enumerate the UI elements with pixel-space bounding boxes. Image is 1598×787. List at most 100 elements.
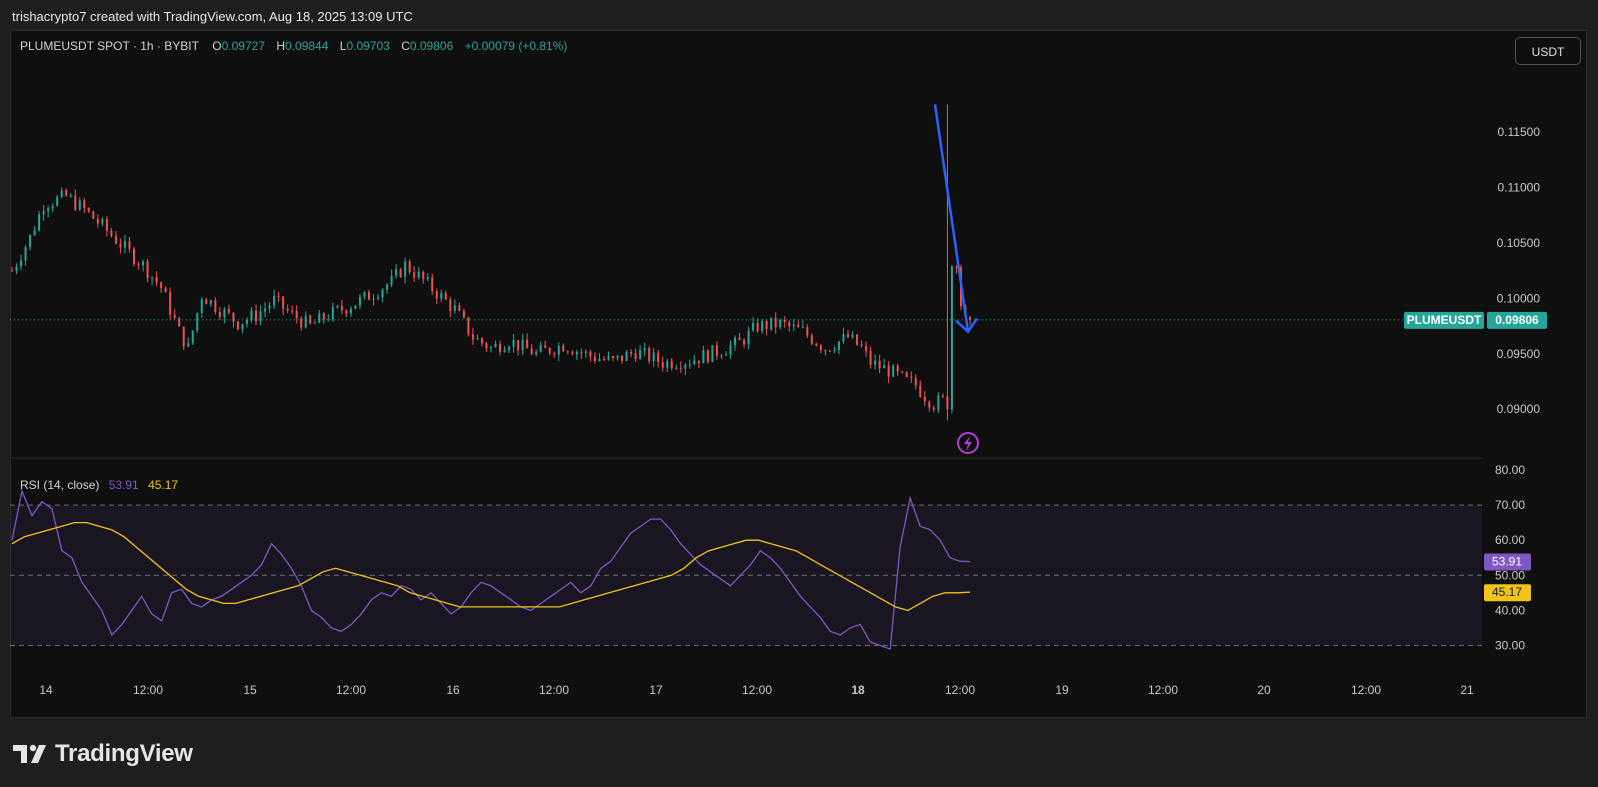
- candle-body: [164, 287, 167, 293]
- candle-body: [810, 335, 813, 344]
- candle-body: [792, 324, 795, 326]
- candle-body: [530, 348, 533, 355]
- candle-body: [905, 372, 908, 377]
- currency-button[interactable]: USDT: [1515, 37, 1581, 65]
- trend-arrow-head: [955, 317, 979, 334]
- candle-body: [196, 312, 199, 331]
- candle-body: [395, 269, 398, 276]
- candle-body: [327, 319, 330, 321]
- candle-body: [133, 248, 136, 265]
- candle-body: [752, 322, 755, 331]
- rsi-ma-tag: 45.17: [1492, 585, 1522, 599]
- candle-body: [273, 296, 276, 306]
- candle-body: [92, 211, 95, 219]
- candle-body: [264, 308, 267, 312]
- candle-body: [896, 365, 899, 372]
- price-tick-label: 0.09500: [1497, 347, 1541, 361]
- candle-body: [901, 371, 904, 373]
- candle-body: [11, 270, 13, 272]
- time-tick-label: 12:00: [336, 683, 366, 697]
- candle-body: [408, 261, 411, 273]
- open-value: 0.09727: [221, 39, 266, 53]
- candle-body: [259, 311, 262, 321]
- candle-body: [575, 351, 578, 355]
- chart-panel[interactable]: [10, 30, 1587, 718]
- candle-body: [15, 266, 18, 271]
- rsi-tick-label: 40.00: [1495, 603, 1525, 617]
- candle-body: [417, 271, 420, 278]
- candle-body: [480, 338, 483, 344]
- candle-body: [535, 351, 538, 355]
- candle-body: [377, 297, 380, 299]
- symbol-label[interactable]: PLUMEUSDT SPOT · 1h · BYBIT: [20, 39, 199, 53]
- open-key: O: [212, 39, 222, 53]
- candle-body: [824, 350, 827, 352]
- candle-body: [38, 214, 41, 231]
- rsi-value: 53.91: [108, 478, 139, 492]
- candle-body: [919, 385, 922, 397]
- candle-body: [797, 324, 800, 328]
- price-tick-label: 0.11000: [1498, 180, 1541, 194]
- candle-body: [846, 334, 849, 338]
- candle-body: [155, 277, 158, 283]
- candle-body: [268, 305, 271, 309]
- candle-body: [720, 355, 723, 357]
- candle-body: [236, 321, 239, 330]
- candle-body: [648, 348, 651, 362]
- low-value: 0.09703: [346, 39, 390, 53]
- rsi-tag: 53.91: [1492, 555, 1522, 569]
- candle-body: [914, 377, 917, 386]
- candle-body: [621, 355, 624, 361]
- candle-body: [51, 205, 54, 209]
- candle-body: [69, 195, 72, 197]
- candle-body: [580, 351, 583, 353]
- time-tick-label: 21: [1460, 683, 1474, 697]
- rsi-title[interactable]: RSI (14, close): [20, 478, 100, 492]
- time-tick-label: 15: [243, 683, 257, 697]
- candle-body: [670, 360, 673, 369]
- candle-body: [828, 350, 831, 352]
- candle-body: [42, 211, 45, 215]
- lightning-event-icon[interactable]: [957, 432, 979, 454]
- candle-body: [105, 219, 108, 231]
- lightning-bolt-icon: [964, 436, 972, 451]
- candle-body: [508, 346, 511, 351]
- candle-body: [245, 319, 248, 324]
- candle-body: [241, 323, 244, 330]
- candle-body: [815, 343, 818, 346]
- candle-body: [883, 365, 886, 369]
- trend-arrow-line[interactable]: [933, 104, 970, 332]
- time-tick-label: 16: [446, 683, 460, 697]
- price-tag-label-bg: [1404, 311, 1484, 329]
- candle-body: [946, 396, 949, 410]
- candle-body: [426, 277, 429, 280]
- candle-body: [512, 340, 515, 347]
- candle-body: [652, 352, 655, 362]
- candle-body: [304, 315, 307, 328]
- candle-body: [553, 353, 556, 355]
- candle-body: [801, 327, 804, 329]
- candle-body: [612, 356, 615, 358]
- price-tag-value-bg: [1487, 311, 1547, 329]
- candle-body: [386, 284, 389, 290]
- candle-body: [557, 345, 560, 355]
- candle-body: [494, 343, 497, 348]
- candle-body: [544, 345, 547, 348]
- candle-body: [467, 317, 470, 335]
- rsi-legend: RSI (14, close) 53.91 45.17: [20, 478, 178, 492]
- candle-body: [602, 358, 605, 360]
- candle-body: [169, 292, 172, 315]
- candle-body: [837, 341, 840, 351]
- rsi-ma-tag-bg: [1484, 584, 1531, 602]
- candle-body: [453, 305, 456, 311]
- candle-body: [214, 300, 217, 312]
- candle-body: [593, 356, 596, 361]
- candle-body: [358, 296, 361, 306]
- candle-body: [892, 365, 895, 377]
- candle-body: [422, 271, 425, 280]
- candle-body: [539, 345, 542, 352]
- tradingview-logo[interactable]: TradingView: [13, 740, 193, 768]
- candle-body: [598, 358, 601, 361]
- candle-body: [851, 334, 854, 338]
